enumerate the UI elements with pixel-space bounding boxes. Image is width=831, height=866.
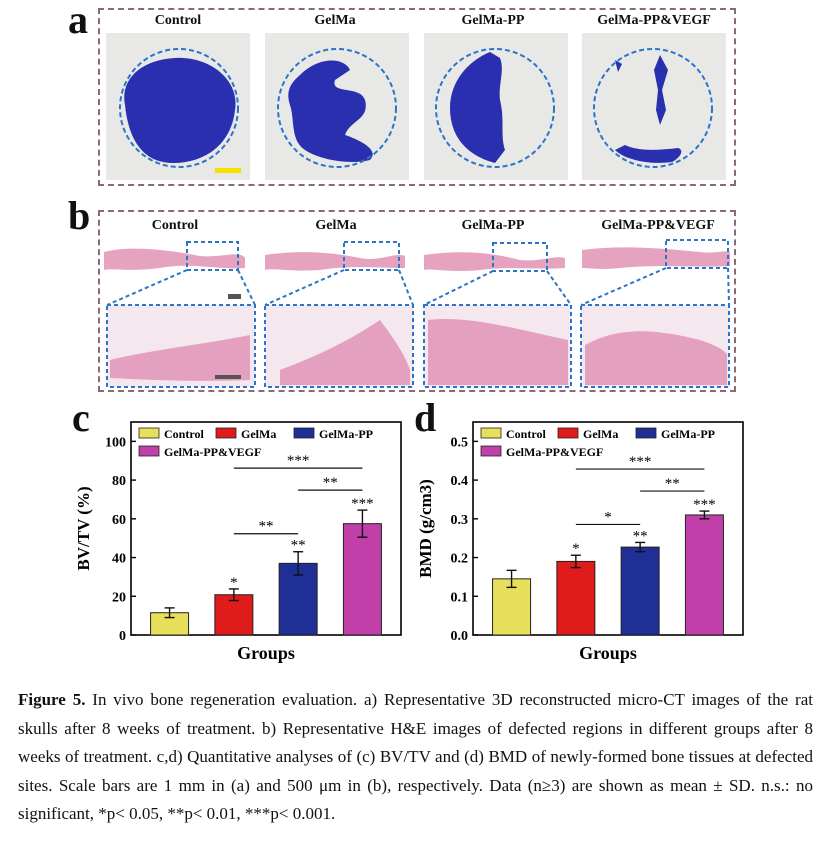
bmd-ytick-label-2: 0.2 xyxy=(451,552,469,567)
bmd-bracket-label-2: *** xyxy=(629,454,652,470)
panel-a-label-control: Control xyxy=(154,13,202,28)
bvtv-bracket-label-1: ** xyxy=(323,475,338,491)
panel-b-label-gelma-pp: GelMa-PP xyxy=(461,218,525,233)
bmd-ytick-label-1: 0.1 xyxy=(451,590,469,605)
bmd-legend-label-0: Control xyxy=(506,427,546,441)
panel-a-label-gelma-pp: GelMa-PP xyxy=(461,13,525,28)
micro-ct-images xyxy=(106,33,726,180)
bvtv-ylabel: BV/TV (%) xyxy=(74,486,93,570)
he-gelma-pp xyxy=(423,242,572,388)
bvtv-ytick-label-1: 20 xyxy=(112,590,126,605)
bmd-legend-label-3: GelMa-PP&VEGF xyxy=(506,445,603,459)
chart-bmd: 0.00.10.20.30.40.5************Control Gel… xyxy=(416,421,744,663)
micro-ct-gelma xyxy=(265,33,409,180)
panel-b-label-control: Control xyxy=(151,218,199,233)
bvtv-xlabel: Groups xyxy=(237,643,295,663)
micro-ct-gelma-pp-vegf xyxy=(582,33,726,180)
bmd-ytick-label-5: 0.5 xyxy=(451,435,469,450)
bvtv-legend-swatch-0 xyxy=(138,427,160,439)
bvtv-legend-swatch-3 xyxy=(138,445,160,457)
he-control xyxy=(104,241,256,388)
bvtv-legend-label-2: GelMa-PP xyxy=(319,427,373,441)
bvtv-ytick-label-2: 40 xyxy=(112,552,126,567)
panel-b-letter: b xyxy=(68,193,91,238)
bmd-legend-label-2: GelMa-PP xyxy=(661,427,715,441)
panel-a-frame xyxy=(98,8,736,186)
caption-text: In vivo bone regeneration evaluation. a)… xyxy=(18,690,813,823)
bvtv-sig-3: *** xyxy=(351,496,374,512)
he-gelma-pp-vegf xyxy=(580,239,730,388)
he-stain-images xyxy=(104,239,730,388)
bmd-sig-1: * xyxy=(572,541,580,557)
bvtv-sig-1: * xyxy=(230,575,238,591)
bvtv-ytick-label-4: 80 xyxy=(112,474,126,489)
bvtv-legend-label-0: Control xyxy=(164,427,204,441)
bmd-sig-3: *** xyxy=(693,497,716,513)
bmd-bar-3 xyxy=(684,514,724,636)
he-gelma xyxy=(264,241,414,388)
bmd-xlabel: Groups xyxy=(579,643,637,663)
bmd-ytick-label-0: 0.0 xyxy=(451,629,469,644)
panel-b-label-gelma: GelMa xyxy=(315,218,357,233)
bmd-sig-2: ** xyxy=(633,528,648,544)
panel-c-letter: c xyxy=(72,395,90,440)
bmd-legend-label-1: GelMa xyxy=(583,427,618,441)
bmd-bracket-label-0: * xyxy=(604,509,612,525)
bmd-ylabel: BMD (g/cm3) xyxy=(416,479,435,578)
caption-title: Figure 5. xyxy=(18,690,86,709)
bvtv-legend-swatch-2 xyxy=(293,427,315,439)
bmd-legend-swatch-3 xyxy=(480,445,502,457)
bvtv-bar-1 xyxy=(214,594,254,636)
bvtv-legend-label-3: GelMa-PP&VEGF xyxy=(164,445,261,459)
bmd-plot-frame xyxy=(472,421,744,636)
micro-ct-gelma-pp xyxy=(424,33,568,180)
panel-b-frame xyxy=(98,210,736,392)
bmd-bracket-label-1: ** xyxy=(665,476,680,492)
bvtv-bracket-label-2: *** xyxy=(287,453,310,469)
panel-d-letter: d xyxy=(414,395,437,440)
bmd-ytick-label-4: 0.4 xyxy=(451,474,469,489)
bmd-legend-swatch-2 xyxy=(635,427,657,439)
bvtv-sig-2: ** xyxy=(291,538,306,554)
bvtv-ytick-label-3: 60 xyxy=(112,513,126,528)
bvtv-bracket-label-0: ** xyxy=(259,519,274,535)
figure-caption: Figure 5. In vivo bone regeneration eval… xyxy=(18,686,813,829)
bmd-legend-swatch-0 xyxy=(480,427,502,439)
bmd-bar-2 xyxy=(620,546,660,636)
bmd-legend-swatch-1 xyxy=(557,427,579,439)
panel-a-letter: a xyxy=(68,0,88,42)
panel-b-label-gelma-pp-vegf: GelMa-PP&VEGF xyxy=(601,218,715,233)
bvtv-bar-3 xyxy=(342,523,382,636)
panel-a-label-gelma: GelMa xyxy=(314,13,356,28)
bvtv-plot-frame xyxy=(130,421,402,636)
micro-ct-control xyxy=(106,33,250,180)
bvtv-legend-label-1: GelMa xyxy=(241,427,276,441)
bvtv-ytick-label-0: 0 xyxy=(119,629,126,644)
bvtv-legend-swatch-1 xyxy=(215,427,237,439)
bmd-bar-1 xyxy=(556,560,596,636)
panel-a-label-gelma-pp-vegf: GelMa-PP&VEGF xyxy=(597,13,711,28)
bmd-ytick-label-3: 0.3 xyxy=(451,513,469,528)
bvtv-ytick-label-5: 100 xyxy=(105,435,126,450)
